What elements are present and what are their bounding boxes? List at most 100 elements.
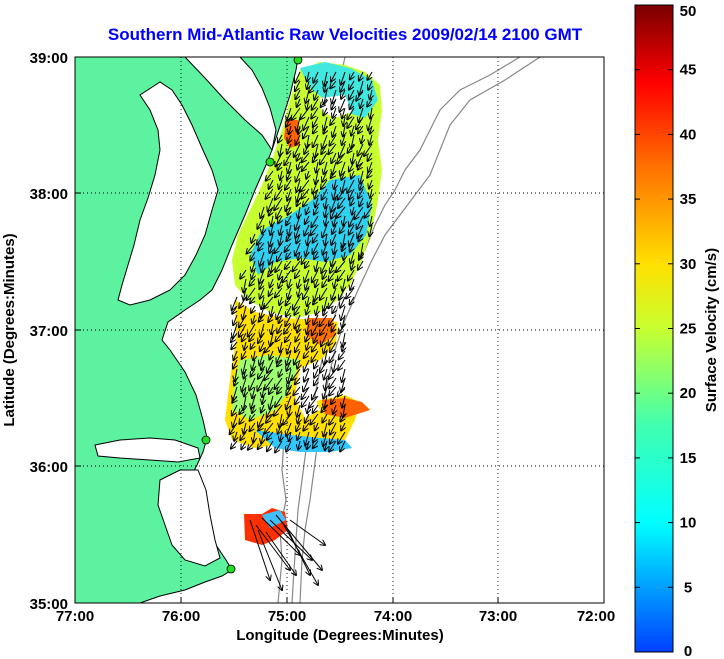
velocity-vector — [231, 332, 238, 342]
velocity-vector — [334, 188, 337, 199]
velocity-vector — [297, 152, 300, 161]
velocity-vector — [340, 80, 346, 92]
velocity-vector — [307, 134, 309, 148]
velocity-vector — [271, 323, 273, 334]
velocity-vector — [322, 134, 328, 149]
velocity-vector — [234, 377, 237, 386]
velocity-vector — [340, 296, 346, 308]
velocity-vector — [312, 323, 319, 335]
velocity-vector — [268, 314, 273, 322]
velocity-vector — [275, 377, 283, 389]
velocity-vector — [370, 107, 372, 118]
velocity-vector — [341, 89, 345, 99]
velocity-vector — [370, 89, 372, 99]
x-axis-ticks — [74, 597, 605, 603]
velocity-vector — [280, 341, 282, 352]
velocity-vector — [266, 170, 274, 181]
velocity-vector — [338, 197, 346, 208]
colorbar-tick-label: 25 — [680, 321, 697, 338]
velocity-vector — [356, 116, 364, 129]
velocity-vector — [277, 161, 282, 170]
velocity-vector — [350, 296, 354, 305]
velocity-vector — [330, 80, 337, 88]
x-tick-label: 75:00 — [268, 608, 306, 625]
colorbar-tick-label: 0 — [684, 643, 692, 659]
velocity-vector — [358, 233, 363, 241]
velocity-vector — [280, 143, 282, 156]
velocity-vector — [249, 278, 256, 286]
velocity-vector — [304, 143, 310, 154]
y-tick-labels: 39:00 38:00 37:00 36:00 35:00 — [30, 50, 68, 613]
velocity-vector — [313, 152, 319, 162]
velocity-vector — [266, 188, 274, 199]
velocity-vector — [251, 305, 255, 313]
velocity-vector — [320, 314, 328, 326]
velocity-vector — [351, 125, 354, 136]
velocity-vector — [358, 260, 364, 270]
velocity-vector — [279, 269, 282, 280]
velocity-vector — [321, 404, 328, 412]
velocity-vector — [232, 404, 238, 416]
velocity-vector — [285, 332, 292, 342]
velocity-vector — [286, 215, 292, 225]
velocity-vector — [302, 395, 310, 407]
velocity-vector — [277, 386, 283, 394]
velocity-vector — [234, 350, 238, 360]
velocity-vector — [295, 242, 301, 256]
velocity-vector — [329, 386, 337, 396]
velocity-vector — [315, 188, 319, 199]
velocity-vector — [269, 287, 273, 296]
velocity-vector — [307, 404, 309, 413]
velocity-vector — [329, 440, 337, 452]
velocity-vector — [275, 260, 283, 272]
velocity-vector — [297, 197, 300, 206]
velocity-vector — [258, 332, 265, 343]
velocity-vector — [267, 404, 274, 417]
velocity-vector — [298, 440, 300, 450]
velocity-vector — [323, 386, 327, 399]
velocity-vector — [257, 529, 282, 590]
velocity-vector — [269, 206, 273, 216]
velocity-vector — [368, 116, 373, 130]
velocity-vector — [351, 260, 354, 270]
velocity-vector — [323, 305, 327, 315]
velocity-vector — [343, 125, 345, 136]
velocity-vector — [307, 296, 309, 306]
velocity-vector — [314, 206, 318, 215]
velocity-vector — [265, 341, 274, 352]
velocity-vector — [369, 134, 372, 145]
velocity-vector — [350, 71, 354, 79]
velocity-vector — [351, 170, 354, 179]
velocity-vector — [312, 98, 319, 110]
velocity-vector — [294, 143, 301, 157]
velocity-vector — [278, 134, 282, 143]
velocity-vector — [269, 179, 273, 189]
velocity-vector — [339, 287, 346, 300]
velocity-vector — [313, 242, 319, 254]
velocity-vector — [321, 143, 328, 154]
velocity-vector — [314, 332, 319, 343]
velocity-vector — [359, 71, 363, 81]
velocity-vector — [296, 134, 301, 145]
velocity-vector — [267, 359, 274, 373]
velocity-vector — [230, 422, 238, 434]
velocity-vector — [314, 89, 318, 100]
velocity-vector — [310, 224, 319, 235]
y-tick-label: 38:00 — [30, 186, 68, 203]
velocity-vector — [350, 278, 354, 290]
velocity-field — [225, 62, 382, 590]
velocity-vector — [297, 323, 300, 333]
velocity-vector — [341, 377, 346, 392]
velocity-vector — [269, 386, 273, 394]
chesapeake-bay — [117, 81, 219, 306]
velocity-vector — [297, 188, 300, 202]
velocity-vector — [323, 431, 328, 446]
velocity-vector — [314, 359, 318, 368]
velocity-vector — [247, 242, 256, 254]
velocity-vector — [240, 269, 247, 279]
velocity-vector — [287, 188, 291, 201]
y-axis-ticks — [75, 56, 81, 604]
velocity-vector — [315, 278, 318, 287]
